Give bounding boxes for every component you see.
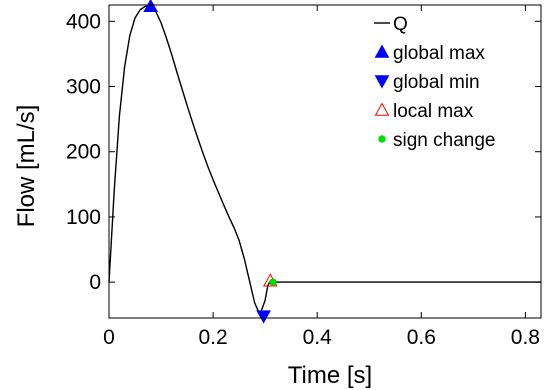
y-axis-label: Flow [mL/s] [13,105,40,228]
x-tick-label-3: 0.6 [407,326,436,349]
legend-label-local-max: local max [393,101,474,122]
marker-global-min-0 [256,310,271,324]
legend-marker-global-max [374,44,390,58]
y-tick-label-2: 200 [66,141,101,164]
x-axis-label: Time [s] [288,362,372,389]
x-tick-label-2: 0.4 [303,326,333,349]
y-tick-label-0: 0 [89,271,101,294]
y-tick-label-4: 400 [66,10,101,33]
marker-sign-change-0 [269,278,277,286]
legend-label-global-min: global min [393,72,480,93]
legend-label-sign-change: sign change [393,130,495,151]
legend-marker-local-max [374,102,390,116]
legend-marker-sign-change [378,135,386,143]
x-tick-label-1: 0.2 [198,326,227,349]
marker-global-max-0 [143,0,158,13]
legend-label-global-max: global max [393,43,485,64]
x-tick-label-4: 0.8 [511,326,540,349]
plot-area [108,0,541,324]
axes-box [108,4,542,319]
y-tick-label-3: 300 [66,76,101,99]
y-tick-label-1: 100 [66,206,101,229]
axes: 0 0.2 0.4 0.6 0.8 0 100 200 300 400 [66,4,542,349]
legend-label-Q: Q [393,14,408,35]
legend-marker-global-min [374,75,390,89]
x-tick-label-0: 0 [103,326,115,349]
